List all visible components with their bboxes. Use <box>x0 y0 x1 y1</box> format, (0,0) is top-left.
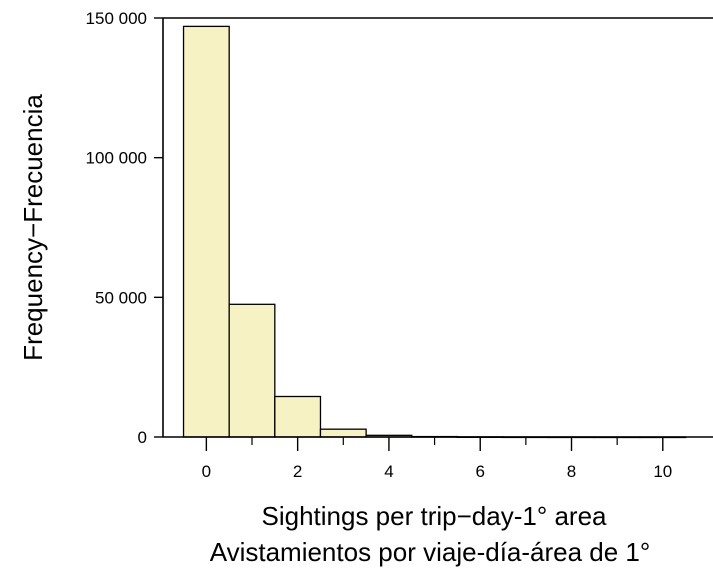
y-tick-label: 150 000 <box>86 9 147 28</box>
histogram-bar-1 <box>228 303 276 438</box>
bars-group <box>182 25 687 439</box>
x-tick-label: 0 <box>202 462 211 481</box>
x-tick-label: 10 <box>653 462 672 481</box>
x-axis-title-spanish: Avistamientos por viaje-día-área de 1° <box>210 537 651 567</box>
x-tick-label: 4 <box>384 462 393 481</box>
x-axis-title-english: Sightings per trip−day-1° area <box>262 501 608 531</box>
x-tick-label: 2 <box>293 462 302 481</box>
x-axis-ticks: 0 2 4 6 8 10 <box>202 437 672 481</box>
y-tick-label: 100 000 <box>86 149 147 168</box>
y-axis-ticks: 0 50 000 100 000 150 000 <box>86 9 163 447</box>
histogram-bar-2 <box>274 395 322 438</box>
histogram-bar-3 <box>319 428 367 438</box>
histogram-bar-0 <box>182 25 230 438</box>
x-tick-label: 6 <box>475 462 484 481</box>
plot-frame <box>162 17 713 438</box>
y-axis-title: Frequency−Frecuencia <box>18 94 48 361</box>
x-tick-label: 8 <box>567 462 576 481</box>
y-tick-label: 50 000 <box>95 288 147 307</box>
y-tick-label: 0 <box>138 428 147 447</box>
